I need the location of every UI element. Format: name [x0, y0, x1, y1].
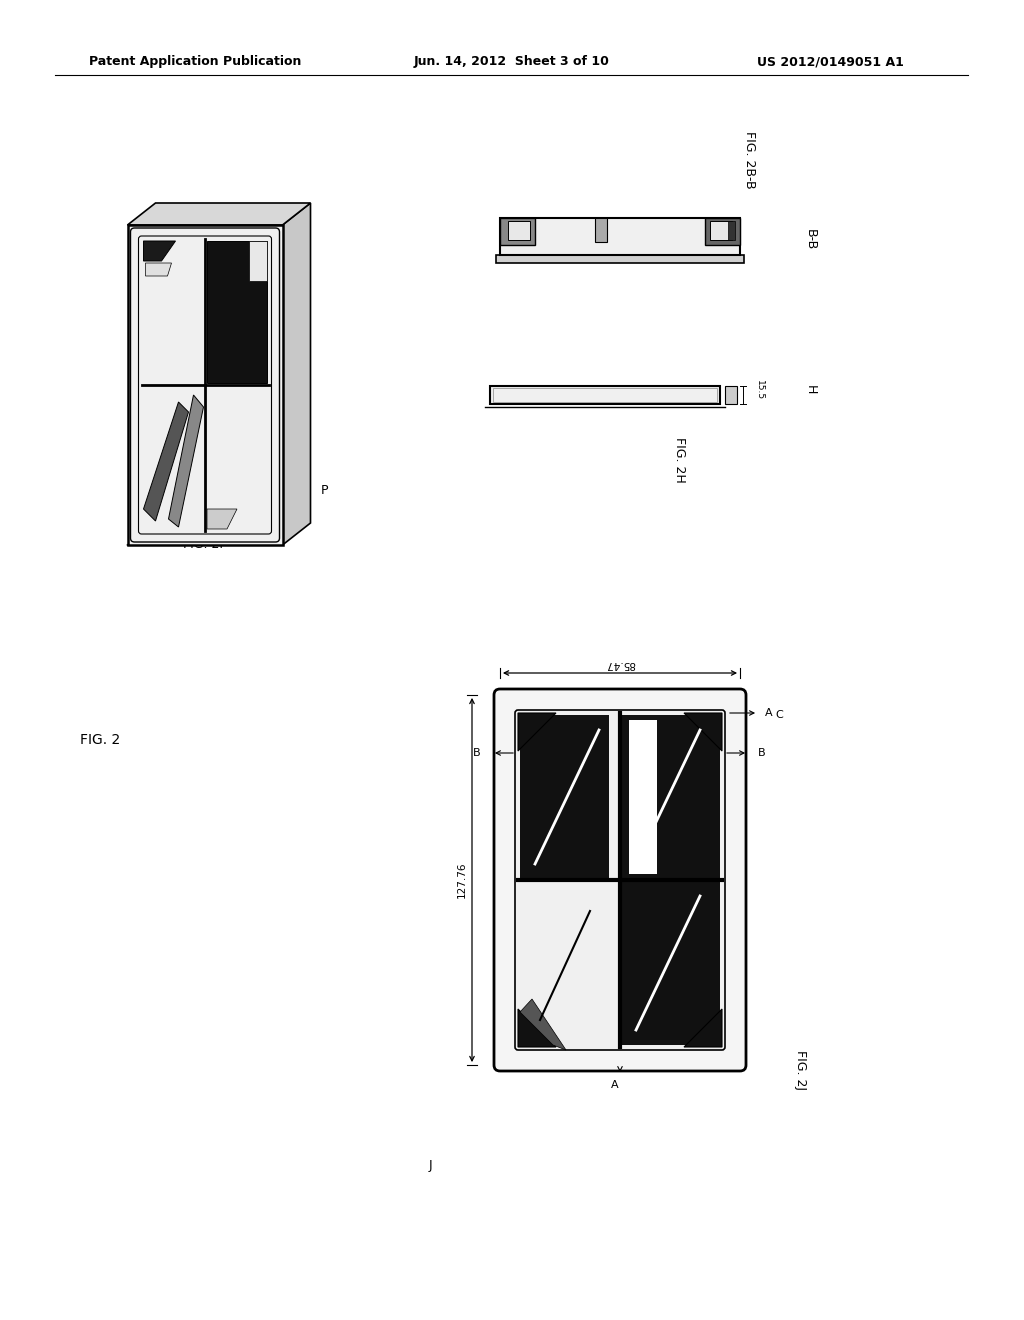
- Text: FIG. 2B-B: FIG. 2B-B: [743, 131, 757, 189]
- Text: B-B: B-B: [804, 230, 816, 251]
- Polygon shape: [500, 218, 740, 255]
- Polygon shape: [283, 203, 310, 545]
- Polygon shape: [621, 715, 720, 879]
- Polygon shape: [595, 218, 607, 243]
- Polygon shape: [496, 255, 744, 263]
- Text: Jun. 14, 2012  Sheet 3 of 10: Jun. 14, 2012 Sheet 3 of 10: [414, 55, 610, 69]
- Text: H: H: [804, 385, 816, 395]
- Text: A: A: [611, 1080, 618, 1090]
- Text: J: J: [428, 1159, 432, 1172]
- Polygon shape: [710, 220, 732, 240]
- Text: FIG. 2P: FIG. 2P: [183, 539, 227, 552]
- Polygon shape: [500, 218, 535, 244]
- Polygon shape: [143, 403, 188, 521]
- Polygon shape: [249, 242, 266, 281]
- Polygon shape: [490, 385, 720, 404]
- Text: FIG. 2J: FIG. 2J: [794, 1049, 807, 1090]
- Text: 127.76: 127.76: [457, 862, 467, 898]
- Polygon shape: [520, 999, 566, 1049]
- Text: A: A: [765, 708, 773, 718]
- Polygon shape: [705, 218, 740, 244]
- Text: 85.47: 85.47: [605, 659, 635, 669]
- Text: US 2012/0149051 A1: US 2012/0149051 A1: [757, 55, 903, 69]
- Polygon shape: [725, 385, 737, 404]
- Polygon shape: [518, 1008, 556, 1047]
- FancyBboxPatch shape: [515, 710, 725, 1049]
- Polygon shape: [520, 715, 609, 879]
- Polygon shape: [207, 242, 266, 383]
- Text: B: B: [758, 748, 766, 758]
- Polygon shape: [145, 263, 171, 276]
- Polygon shape: [508, 220, 530, 240]
- Polygon shape: [684, 713, 722, 751]
- Polygon shape: [629, 719, 657, 874]
- Polygon shape: [728, 220, 735, 240]
- Polygon shape: [128, 203, 310, 224]
- Text: C: C: [775, 710, 782, 719]
- Text: 15.5: 15.5: [755, 380, 764, 400]
- Text: FIG. 2: FIG. 2: [80, 733, 120, 747]
- Text: P: P: [322, 483, 329, 496]
- Polygon shape: [169, 395, 204, 527]
- Polygon shape: [143, 242, 175, 261]
- Polygon shape: [621, 880, 720, 1045]
- Polygon shape: [518, 713, 556, 751]
- Polygon shape: [684, 1008, 722, 1047]
- Polygon shape: [128, 224, 283, 545]
- Text: B: B: [472, 748, 480, 758]
- Text: FIG. 2H: FIG. 2H: [674, 437, 686, 483]
- Text: Patent Application Publication: Patent Application Publication: [89, 55, 301, 69]
- Polygon shape: [207, 510, 237, 529]
- FancyBboxPatch shape: [494, 689, 746, 1071]
